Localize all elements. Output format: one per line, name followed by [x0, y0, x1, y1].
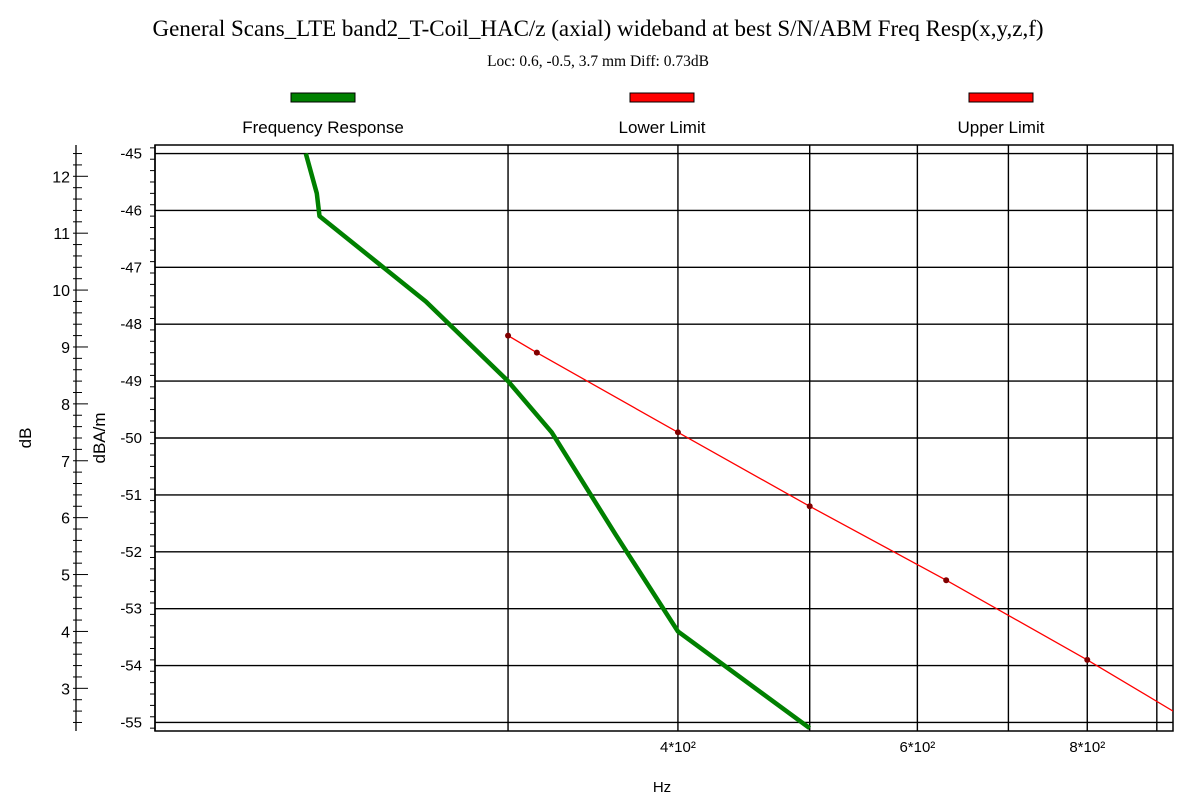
- y-left-tick-label: 4: [61, 624, 70, 641]
- chart-title: General Scans_LTE band2_T-Coil_HAC/z (ax…: [152, 16, 1044, 41]
- legend-label: Upper Limit: [958, 118, 1045, 137]
- y-left-tick-label: 12: [52, 169, 70, 186]
- y-left-tick-label: 7: [61, 454, 70, 471]
- series-frequency-response: [303, 152, 812, 731]
- y-right-tick-label: -45: [120, 146, 142, 163]
- y-right-tick-label: -53: [120, 601, 142, 618]
- y-right-tick-label: -54: [120, 658, 142, 675]
- lower-limit-point: [943, 577, 950, 584]
- legend-swatch: [968, 92, 1034, 103]
- y-left-tick-label: 3: [61, 681, 70, 698]
- x-axis-label: Hz: [653, 779, 671, 796]
- legend-label: Frequency Response: [242, 118, 404, 137]
- lower-limit-point: [674, 429, 681, 436]
- y-right-tick-label: -52: [120, 544, 142, 561]
- lower-limit-point: [806, 503, 813, 510]
- y-right-tick-label: -50: [120, 430, 142, 447]
- y-right-tick-label: -51: [120, 487, 142, 504]
- y-left-tick-label: 10: [52, 283, 70, 300]
- lower-limit-point: [1084, 656, 1091, 663]
- chart-subtitle: Loc: 0.6, -0.5, 3.7 mm Diff: 0.73dB: [487, 53, 709, 70]
- y-right-axis-label: dBA/m: [90, 412, 109, 463]
- lower-limit-point: [505, 332, 512, 339]
- y-left-axis-label: dB: [16, 428, 35, 449]
- legend-label: Lower Limit: [619, 118, 706, 137]
- y-left-tick-label: 6: [61, 511, 70, 528]
- x-tick-label: 4*10²: [660, 739, 696, 756]
- lower-limit-point: [533, 349, 540, 356]
- legend-swatch: [290, 92, 356, 103]
- y-right-tick-label: -46: [120, 202, 142, 219]
- y-right-tick-label: -55: [120, 714, 142, 731]
- y-left-tick-label: 8: [61, 397, 70, 414]
- x-tick-label: 6*10²: [899, 739, 935, 756]
- y-left-tick-label: 11: [53, 226, 70, 243]
- legend-swatch: [629, 92, 695, 103]
- x-tick-label: 8*10²: [1069, 739, 1105, 756]
- y-right-tick-label: -47: [120, 259, 142, 276]
- y-left-tick-label: 9: [61, 340, 70, 357]
- y-right-tick-label: -49: [120, 373, 142, 390]
- y-left-tick-label: 5: [61, 568, 70, 585]
- y-right-tick-label: -48: [120, 316, 142, 333]
